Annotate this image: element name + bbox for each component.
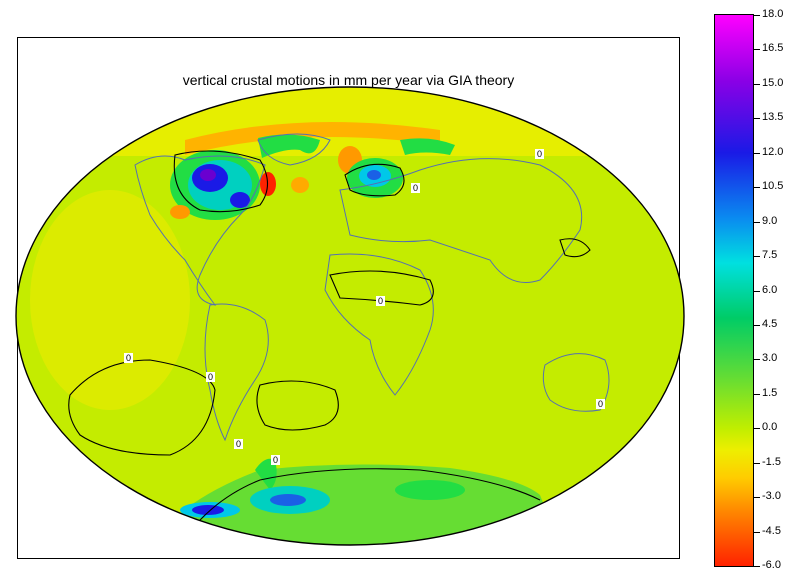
colorbar-tick-mark [754, 393, 760, 395]
colorbar-tick-label: -1.5 [762, 455, 781, 468]
colorbar-tick-label: 13.5 [762, 111, 784, 124]
contour-label: 0 [236, 439, 241, 449]
colorbar-tick-mark [754, 531, 760, 533]
colorbar-tick-label: -3.0 [762, 490, 781, 503]
pacific-zone [30, 190, 190, 410]
weddell-peak [192, 505, 224, 515]
colorbar-tick-mark [754, 118, 760, 120]
na-forebulge [170, 205, 190, 219]
colorbar-tick-label: 12.0 [762, 145, 784, 158]
na-zero-contour [173, 150, 269, 213]
contour-lines [68, 150, 591, 545]
north-america-coast [134, 155, 266, 306]
colorbar-tick-label: 15.0 [762, 76, 784, 89]
pacific-zero-contour [68, 359, 216, 456]
asia-zero-contour [559, 238, 591, 258]
contour-label-bg [234, 439, 243, 449]
contour-label: 0 [537, 149, 542, 159]
contour-label-bg [596, 399, 605, 409]
colorbar-tick-mark [754, 290, 760, 292]
contour-label: 0 [598, 399, 603, 409]
atlantic-forebulge [291, 177, 309, 193]
colorbar-tick-mark [754, 256, 760, 258]
antarctic-zero-contour [179, 468, 541, 545]
colorbar-tick-label: 3.0 [762, 352, 778, 365]
colorbar-tick-label: 7.5 [762, 249, 778, 262]
map-title: vertical crustal motions in mm per year … [182, 72, 515, 88]
east-antarctica-uplift [395, 480, 465, 500]
contour-labels: 0 0 0 0 0 0 0 0 [124, 149, 605, 465]
hudson-uplift [230, 192, 250, 208]
barents-uplift [400, 138, 455, 155]
australia-coast [542, 353, 610, 412]
colorbar-tick-mark [754, 221, 760, 223]
colorbar-tick-mark [754, 83, 760, 85]
colorbar-tick-label: 6.0 [762, 283, 778, 296]
contour-label: 0 [126, 353, 131, 363]
colorbar-tick-mark [754, 187, 760, 189]
colorbar-tick-mark [754, 497, 760, 499]
colorbar-tick-mark [754, 324, 760, 326]
arctic-orange-band [185, 122, 440, 155]
colorbar-tick-label: 16.5 [762, 42, 784, 55]
colorbar-tick-label: 4.5 [762, 317, 778, 330]
colorbar-tick-label: 9.0 [762, 214, 778, 227]
scand-zero-contour [344, 163, 405, 197]
africa-coast [324, 253, 434, 396]
contour-label: 0 [273, 455, 278, 465]
ross-ice-peak [270, 494, 306, 506]
contour-label: 0 [208, 372, 213, 382]
colorbar-tick-mark [754, 359, 760, 361]
colorbar-tick-label: 0.0 [762, 421, 778, 434]
sahara-zero-contour [329, 270, 434, 306]
north-america-peak [200, 169, 216, 181]
northern-band [16, 87, 684, 156]
colorbar-tick-mark [754, 462, 760, 464]
contour-label-bg [124, 353, 133, 363]
colorbar-tick-mark [754, 428, 760, 430]
greenland-coast [257, 133, 331, 166]
contour-label-bg [535, 149, 544, 159]
contour-label-bg [411, 183, 420, 193]
contour-label-bg [271, 455, 280, 465]
colorbar-tick-label: -6.0 [762, 559, 781, 571]
map-outline [15, 86, 685, 546]
antarctic-peninsula [255, 458, 277, 490]
greenland-uplift [258, 134, 320, 158]
eurasia-coast [339, 158, 583, 283]
colorbar-tick-label: -4.5 [762, 524, 781, 537]
colorbar-tick-mark [754, 15, 760, 16]
colorbar-tick-mark [754, 566, 760, 567]
colorbar-tick-label: 18.0 [762, 8, 784, 20]
contour-label-bg [376, 296, 385, 306]
scandinavia-peak [367, 170, 381, 180]
contour-label-bg [206, 372, 215, 382]
south-atlantic-zero-contour [256, 380, 339, 431]
colorbar [714, 14, 754, 567]
contour-label: 0 [378, 296, 383, 306]
colorbar-tick-label: 10.5 [762, 180, 784, 193]
colorbar-tick-mark [754, 49, 760, 51]
contour-label: 0 [413, 183, 418, 193]
colorbar-tick-label: 1.5 [762, 386, 778, 399]
colorbar-tick-mark [754, 152, 760, 154]
